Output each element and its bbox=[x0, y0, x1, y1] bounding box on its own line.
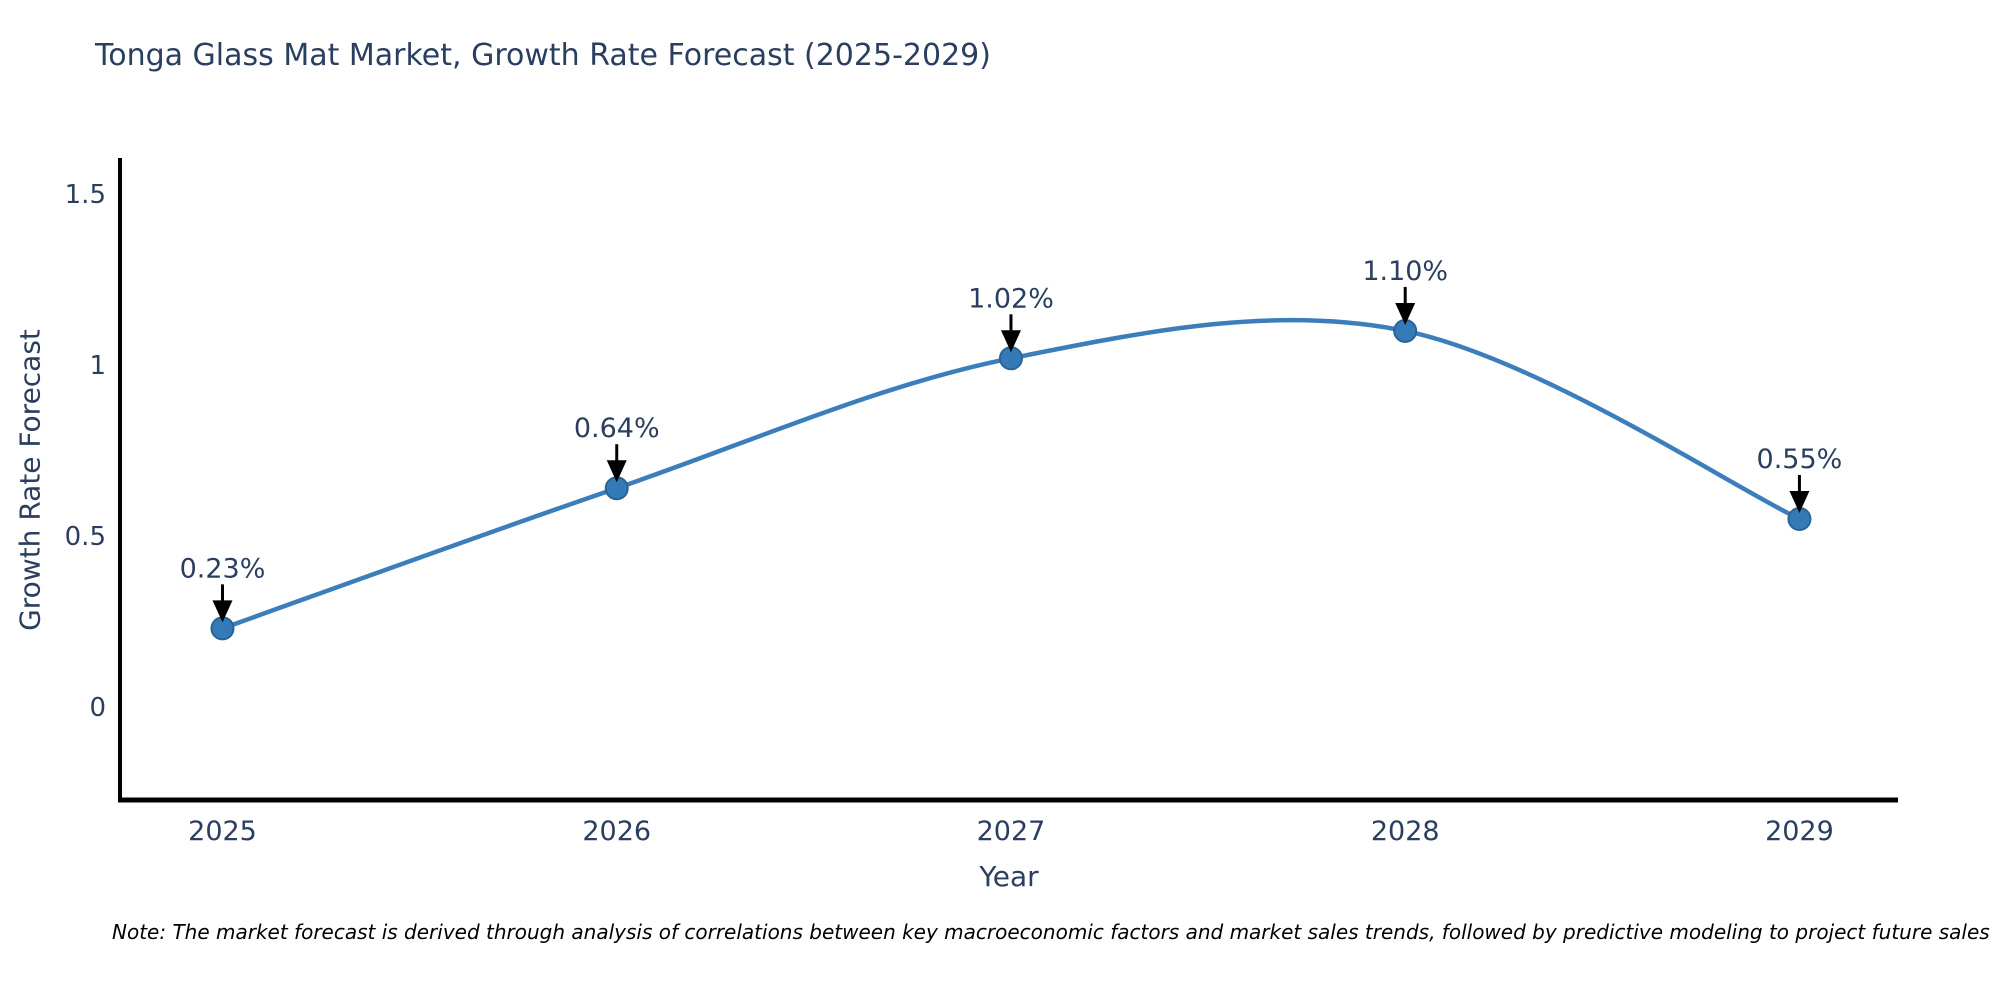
y-tick-label: 1.5 bbox=[65, 180, 106, 210]
annotation-arrowhead-icon bbox=[1789, 490, 1810, 513]
point-value-label: 1.02% bbox=[968, 283, 1054, 314]
x-axis-title: Year bbox=[979, 860, 1039, 893]
point-value-label: 0.23% bbox=[180, 553, 266, 584]
annotation-arrowhead-icon bbox=[1395, 302, 1416, 325]
x-tick-label: 2028 bbox=[1371, 816, 1440, 847]
point-value-label: 0.55% bbox=[1757, 444, 1843, 475]
x-tick-label: 2029 bbox=[1765, 816, 1834, 847]
x-tick-label: 2026 bbox=[582, 816, 651, 847]
point-value-label: 1.10% bbox=[1362, 256, 1448, 287]
annotation-arrowhead-icon bbox=[212, 600, 233, 623]
x-tick-label: 2027 bbox=[977, 816, 1046, 847]
point-value-label: 0.64% bbox=[574, 413, 660, 444]
annotation-arrowhead-icon bbox=[606, 460, 627, 483]
footnote: Note: The market forecast is derived thr… bbox=[112, 920, 1990, 944]
y-tick-label: 0.5 bbox=[65, 522, 106, 552]
chart-title: Tonga Glass Mat Market, Growth Rate Fore… bbox=[95, 38, 991, 73]
y-tick-label: 0 bbox=[89, 693, 106, 723]
annotation-arrowhead-icon bbox=[1000, 330, 1021, 353]
y-tick-label: 1 bbox=[89, 351, 106, 381]
x-tick-label: 2025 bbox=[188, 816, 257, 847]
